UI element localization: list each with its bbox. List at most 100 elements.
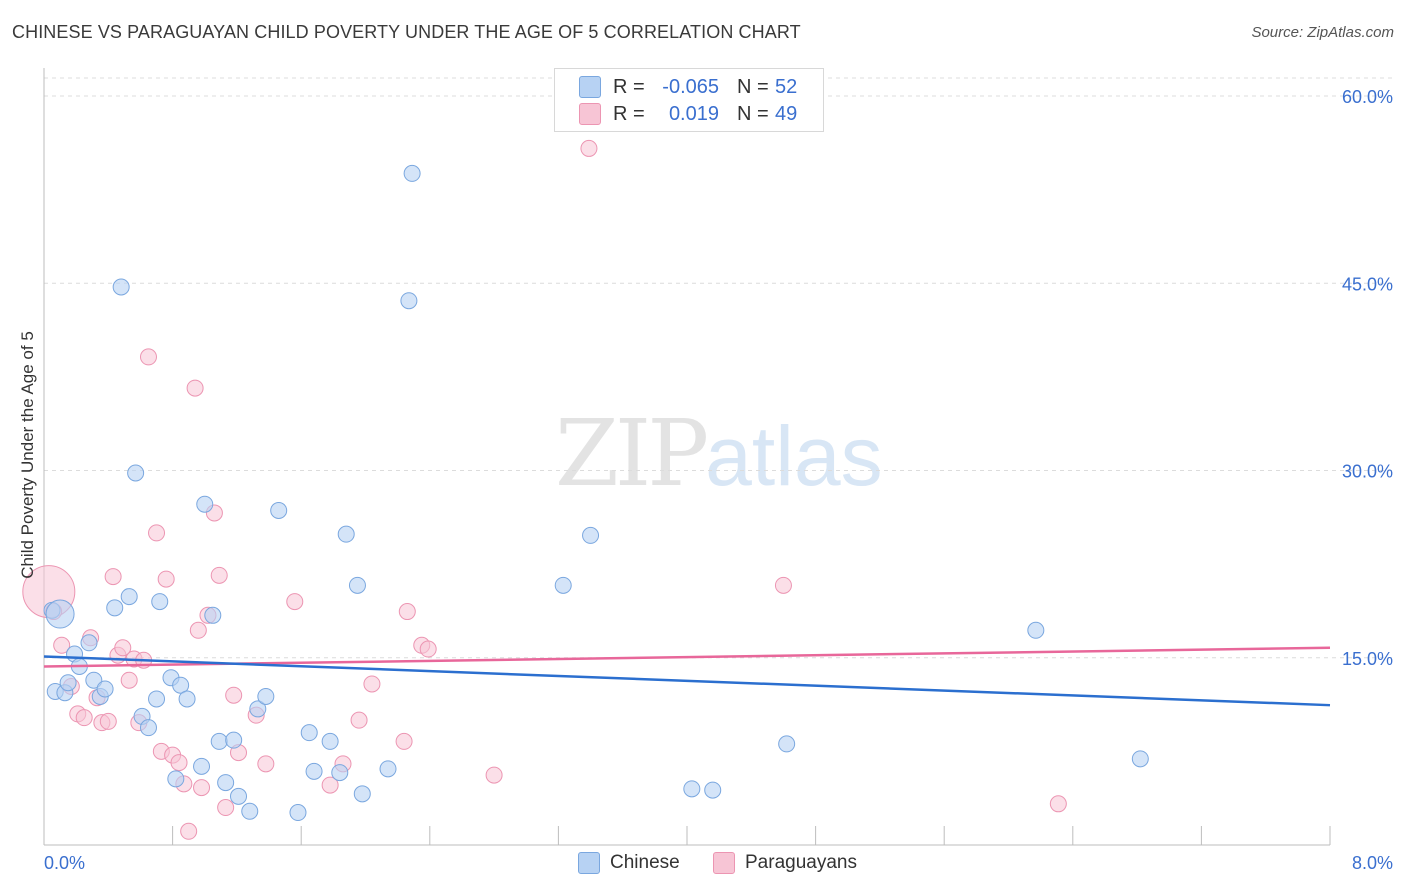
- paraguayans-point: [485, 766, 503, 784]
- chinese-point: [554, 576, 572, 594]
- n-value-chinese: 52: [775, 75, 798, 98]
- bottom-legend-paraguayans: Paraguayans: [713, 852, 857, 874]
- r-value-paraguayans: 0.019: [668, 102, 719, 125]
- chinese-point: [400, 292, 418, 310]
- chinese-point: [225, 731, 243, 749]
- chinese-point: [96, 680, 114, 698]
- chinese-point: [45, 599, 75, 629]
- correlation-legend: R = -0.065 N = 52 R = 0.019 N = 49: [554, 68, 824, 132]
- chart-title: CHINESE VS PARAGUAYAN CHILD POVERTY UNDE…: [12, 22, 801, 42]
- chinese-point: [337, 525, 355, 543]
- paraguayans-point: [1049, 795, 1067, 813]
- chinese-point: [148, 690, 166, 708]
- paraguayans-swatch: [579, 103, 601, 125]
- chinese-point: [683, 780, 701, 798]
- chinese-point: [80, 634, 98, 652]
- paraguayans-point: [398, 603, 416, 621]
- chinese-point: [257, 687, 275, 705]
- watermark: ZIPatlas: [555, 400, 883, 507]
- chinese-point: [172, 676, 190, 694]
- paraguayans-point: [75, 709, 93, 727]
- paraguayans-point: [257, 755, 275, 773]
- bottom-legend-chinese: Chinese: [578, 852, 680, 874]
- n-label: N =: [737, 102, 769, 125]
- chinese-points: [43, 164, 1149, 822]
- chinese-swatch: [579, 76, 601, 98]
- x-tick-label: 0.0%: [44, 853, 85, 873]
- chinese-point: [217, 774, 235, 792]
- chinese-point: [270, 501, 288, 519]
- chinese-point: [778, 735, 796, 753]
- y-tick-label: 60.0%: [1342, 87, 1393, 107]
- chinese-point: [193, 757, 211, 775]
- trend-lines: [43, 646, 1331, 707]
- watermark-atlas: atlas: [705, 409, 883, 503]
- paraguayans-point: [321, 776, 339, 794]
- chinese-point: [167, 770, 185, 788]
- chinese-point: [139, 719, 157, 737]
- paraguayans-point: [189, 621, 207, 639]
- chinese-point: [204, 606, 222, 624]
- legend-row-paraguayans: R = 0.019 N = 49: [579, 102, 797, 126]
- paraguayans-point: [350, 711, 368, 729]
- chinese-point: [321, 732, 339, 750]
- grid-lines: [44, 77, 1394, 659]
- chinese-point: [106, 599, 124, 617]
- source-label: Source: ZipAtlas.com: [1251, 24, 1394, 41]
- chinese-point: [300, 724, 318, 742]
- paraguayans-point: [114, 639, 132, 657]
- paraguayans-point: [286, 593, 304, 611]
- chinese-point: [704, 781, 722, 799]
- chinese-point: [249, 700, 267, 718]
- paraguayans-point: [170, 754, 188, 772]
- chinese-point: [1027, 621, 1045, 639]
- paraguayans-point: [180, 822, 198, 840]
- r-label: R =: [613, 75, 645, 98]
- paraguayans-point: [395, 732, 413, 750]
- chinese-point: [582, 526, 600, 544]
- chinese-point: [85, 671, 103, 689]
- watermark-zip: ZIP: [555, 400, 709, 507]
- chinese-point: [379, 760, 397, 778]
- chinese-point: [112, 278, 130, 296]
- paraguayans-point: [225, 686, 243, 704]
- chinese-point: [178, 690, 196, 708]
- chinese-point: [305, 762, 323, 780]
- r-value-chinese: -0.065: [662, 75, 719, 98]
- n-label: N =: [737, 75, 769, 98]
- axes: [43, 68, 1331, 846]
- paraguayans-legend-swatch: [713, 852, 735, 874]
- paraguayans-point: [104, 568, 122, 586]
- paraguayans-points: [22, 139, 1067, 840]
- y-axis-label: Child Poverty Under the Age of 5: [18, 331, 37, 579]
- chinese-point: [127, 464, 145, 482]
- chinese-point: [196, 495, 214, 513]
- n-value-paraguayans: 49: [775, 102, 798, 125]
- paraguayans-point: [120, 671, 138, 689]
- chinese-legend-label: Chinese: [610, 852, 680, 873]
- paraguayans-point: [210, 566, 228, 584]
- paraguayans-point: [148, 524, 166, 542]
- chinese-point: [403, 164, 421, 182]
- chinese-point: [241, 802, 259, 820]
- chinese-point: [59, 674, 77, 692]
- chinese-trend-line: [43, 655, 1331, 707]
- paraguayans-point: [99, 712, 117, 730]
- chinese-point: [151, 593, 169, 611]
- legend-row-chinese: R = -0.065 N = 52: [579, 75, 797, 99]
- chinese-point: [331, 764, 349, 782]
- paraguayans-point: [774, 576, 792, 594]
- paraguayans-point: [217, 799, 235, 817]
- chinese-legend-swatch: [578, 852, 600, 874]
- paraguayans-point: [186, 379, 204, 397]
- chinese-point: [289, 804, 307, 822]
- chinese-point: [348, 576, 366, 594]
- paraguayans-point: [157, 570, 175, 588]
- chinese-point: [230, 787, 248, 805]
- paraguayans-point: [139, 348, 157, 366]
- paraguayans-point: [193, 779, 211, 797]
- chinese-point: [210, 732, 228, 750]
- y-tick-label: 45.0%: [1342, 274, 1393, 294]
- tick-labels: 15.0% 30.0% 45.0% 60.0% 0.0% 8.0%: [44, 87, 1393, 873]
